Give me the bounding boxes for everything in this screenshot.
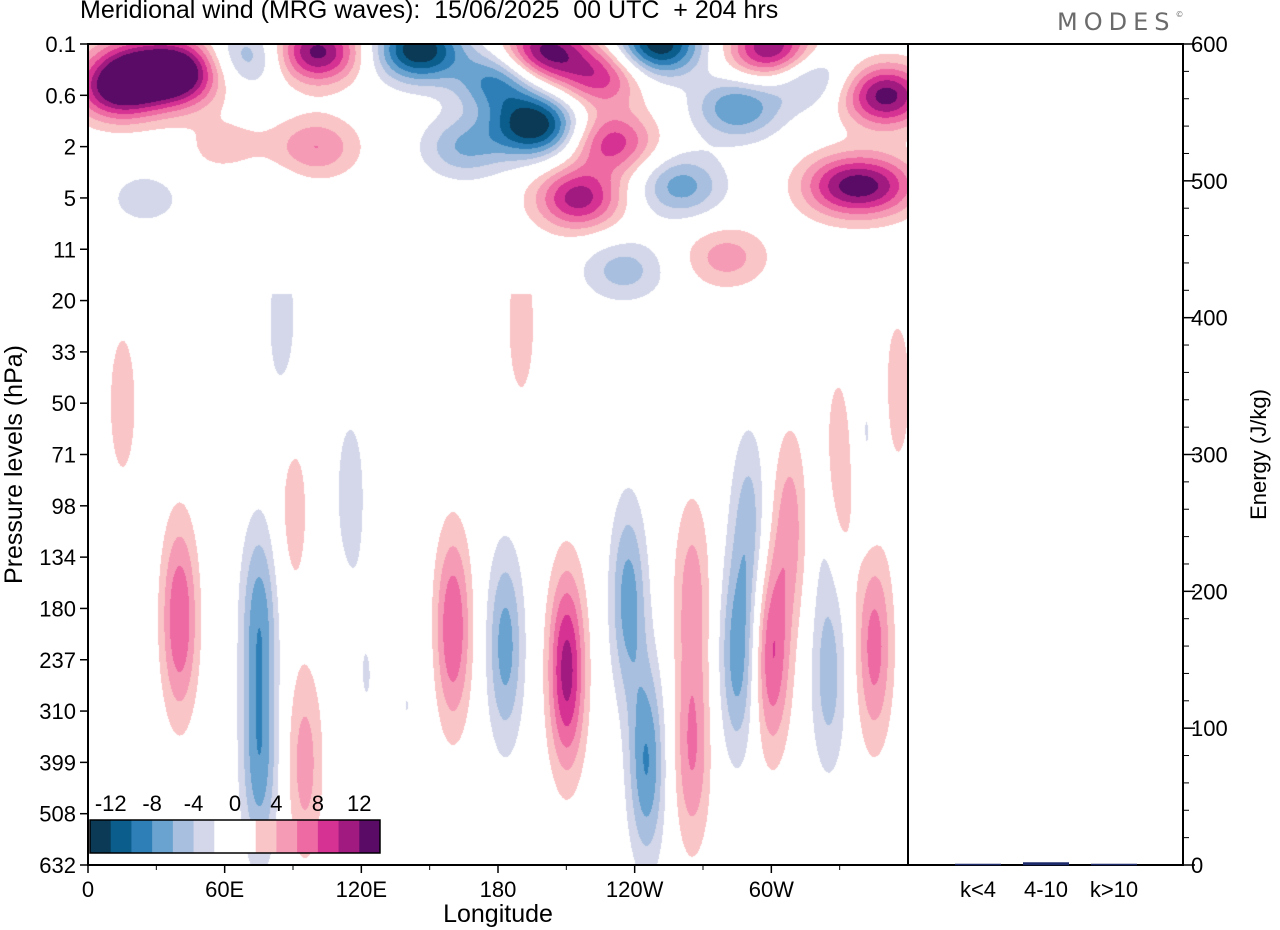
modes-logo: MODES© <box>1057 8 1183 36</box>
x-tick-label: 60W <box>749 877 794 902</box>
colorbar-swatch <box>255 820 277 853</box>
colorbar-label: 12 <box>347 791 371 816</box>
colorbar-swatch <box>317 820 340 853</box>
y-tick-label: 5 <box>64 186 76 211</box>
energy-tick-label: 0 <box>1191 853 1203 878</box>
colorbar-label: -8 <box>142 791 162 816</box>
y-tick-label: 237 <box>39 648 76 673</box>
colorbar-legend: -12 -8 -4 0 4 8 12 <box>89 791 381 854</box>
energy-tick-label: 300 <box>1191 443 1228 468</box>
colorbar-swatch <box>193 820 215 853</box>
colorbar-swatch <box>172 820 195 853</box>
colorbar-swatch <box>235 820 257 853</box>
x-tick-label: 60E <box>205 877 244 902</box>
colorbar-swatch <box>152 820 174 853</box>
colorbar-label: -4 <box>184 791 204 816</box>
y-tick-label: 20 <box>52 289 76 314</box>
y-tick-label: 50 <box>52 391 76 416</box>
y-tick-label: 98 <box>52 494 76 519</box>
energy-category-label: k<4 <box>960 877 996 902</box>
energy-tick-label: 400 <box>1191 306 1228 331</box>
y-tick-label: 310 <box>39 699 76 724</box>
y-tick-label: 11 <box>53 237 76 262</box>
chart-title: Meridional wind (MRG waves): 15/06/2025 … <box>80 0 779 24</box>
axes-layer: 0.1 0.6 2 5 11 20 33 50 71 98 134 180 237 310 399 508 63… <box>0 32 1184 928</box>
heatmap-field <box>88 44 908 865</box>
y-tick-label: 0.6 <box>45 83 76 108</box>
y-tick-label: 2 <box>64 135 76 160</box>
x-tick-label: 180 <box>480 877 517 902</box>
colorbar-swatch <box>214 820 236 853</box>
colorbar-swatch <box>110 820 132 853</box>
x-tick-label: 0 <box>82 877 94 902</box>
y-tick-label: 180 <box>39 596 76 621</box>
x-tick-label: 120E <box>336 877 387 902</box>
logo-text: MODES <box>1057 8 1176 36</box>
energy-bar-4-10 <box>1023 862 1069 865</box>
y-tick-label: 399 <box>39 750 76 775</box>
colorbar-label: 8 <box>312 791 324 816</box>
colorbar-swatch <box>338 820 360 853</box>
energy-frame <box>907 43 1184 866</box>
colorbar-swatch <box>359 820 381 853</box>
energy-tick-label: 600 <box>1191 32 1228 57</box>
energy-tick-label: 200 <box>1191 579 1228 604</box>
y-tick-label: 0.1 <box>45 32 76 57</box>
heatmap-image <box>88 44 908 865</box>
energy-axis-label: Energy (J/kg) <box>1246 389 1271 520</box>
y-tick-label: 71 <box>52 443 76 468</box>
colorbar-label: 0 <box>229 791 241 816</box>
y-axis-label: Pressure levels (hPa) <box>0 345 28 584</box>
x-axis-label: Longitude <box>443 900 553 928</box>
y-tick-label: 33 <box>52 340 76 365</box>
y-tick-label: 134 <box>39 545 76 570</box>
colorbar-swatch <box>276 820 298 853</box>
energy-bar-panel: 0 100 200 300 400 500 600 Energy (J/kg) k<4 4-10 k… <box>955 32 1271 902</box>
energy-tick-label: 500 <box>1191 169 1228 194</box>
y-tick-label: 632 <box>39 853 76 878</box>
colorbar-frame <box>89 819 381 854</box>
colorbar-swatch <box>131 820 153 853</box>
energy-category-label: k>10 <box>1090 877 1138 902</box>
colorbar-label: -12 <box>95 791 127 816</box>
colorbar-swatch <box>90 820 112 853</box>
energy-tick-label: 100 <box>1191 716 1228 741</box>
energy-category-label: 4-10 <box>1024 877 1068 902</box>
x-tick-label: 120W <box>606 877 664 902</box>
logo-copyright-mark: © <box>1175 10 1184 19</box>
colorbar-label: 4 <box>270 791 282 816</box>
colorbar-swatch <box>297 820 319 853</box>
y-tick-label: 508 <box>39 802 76 827</box>
